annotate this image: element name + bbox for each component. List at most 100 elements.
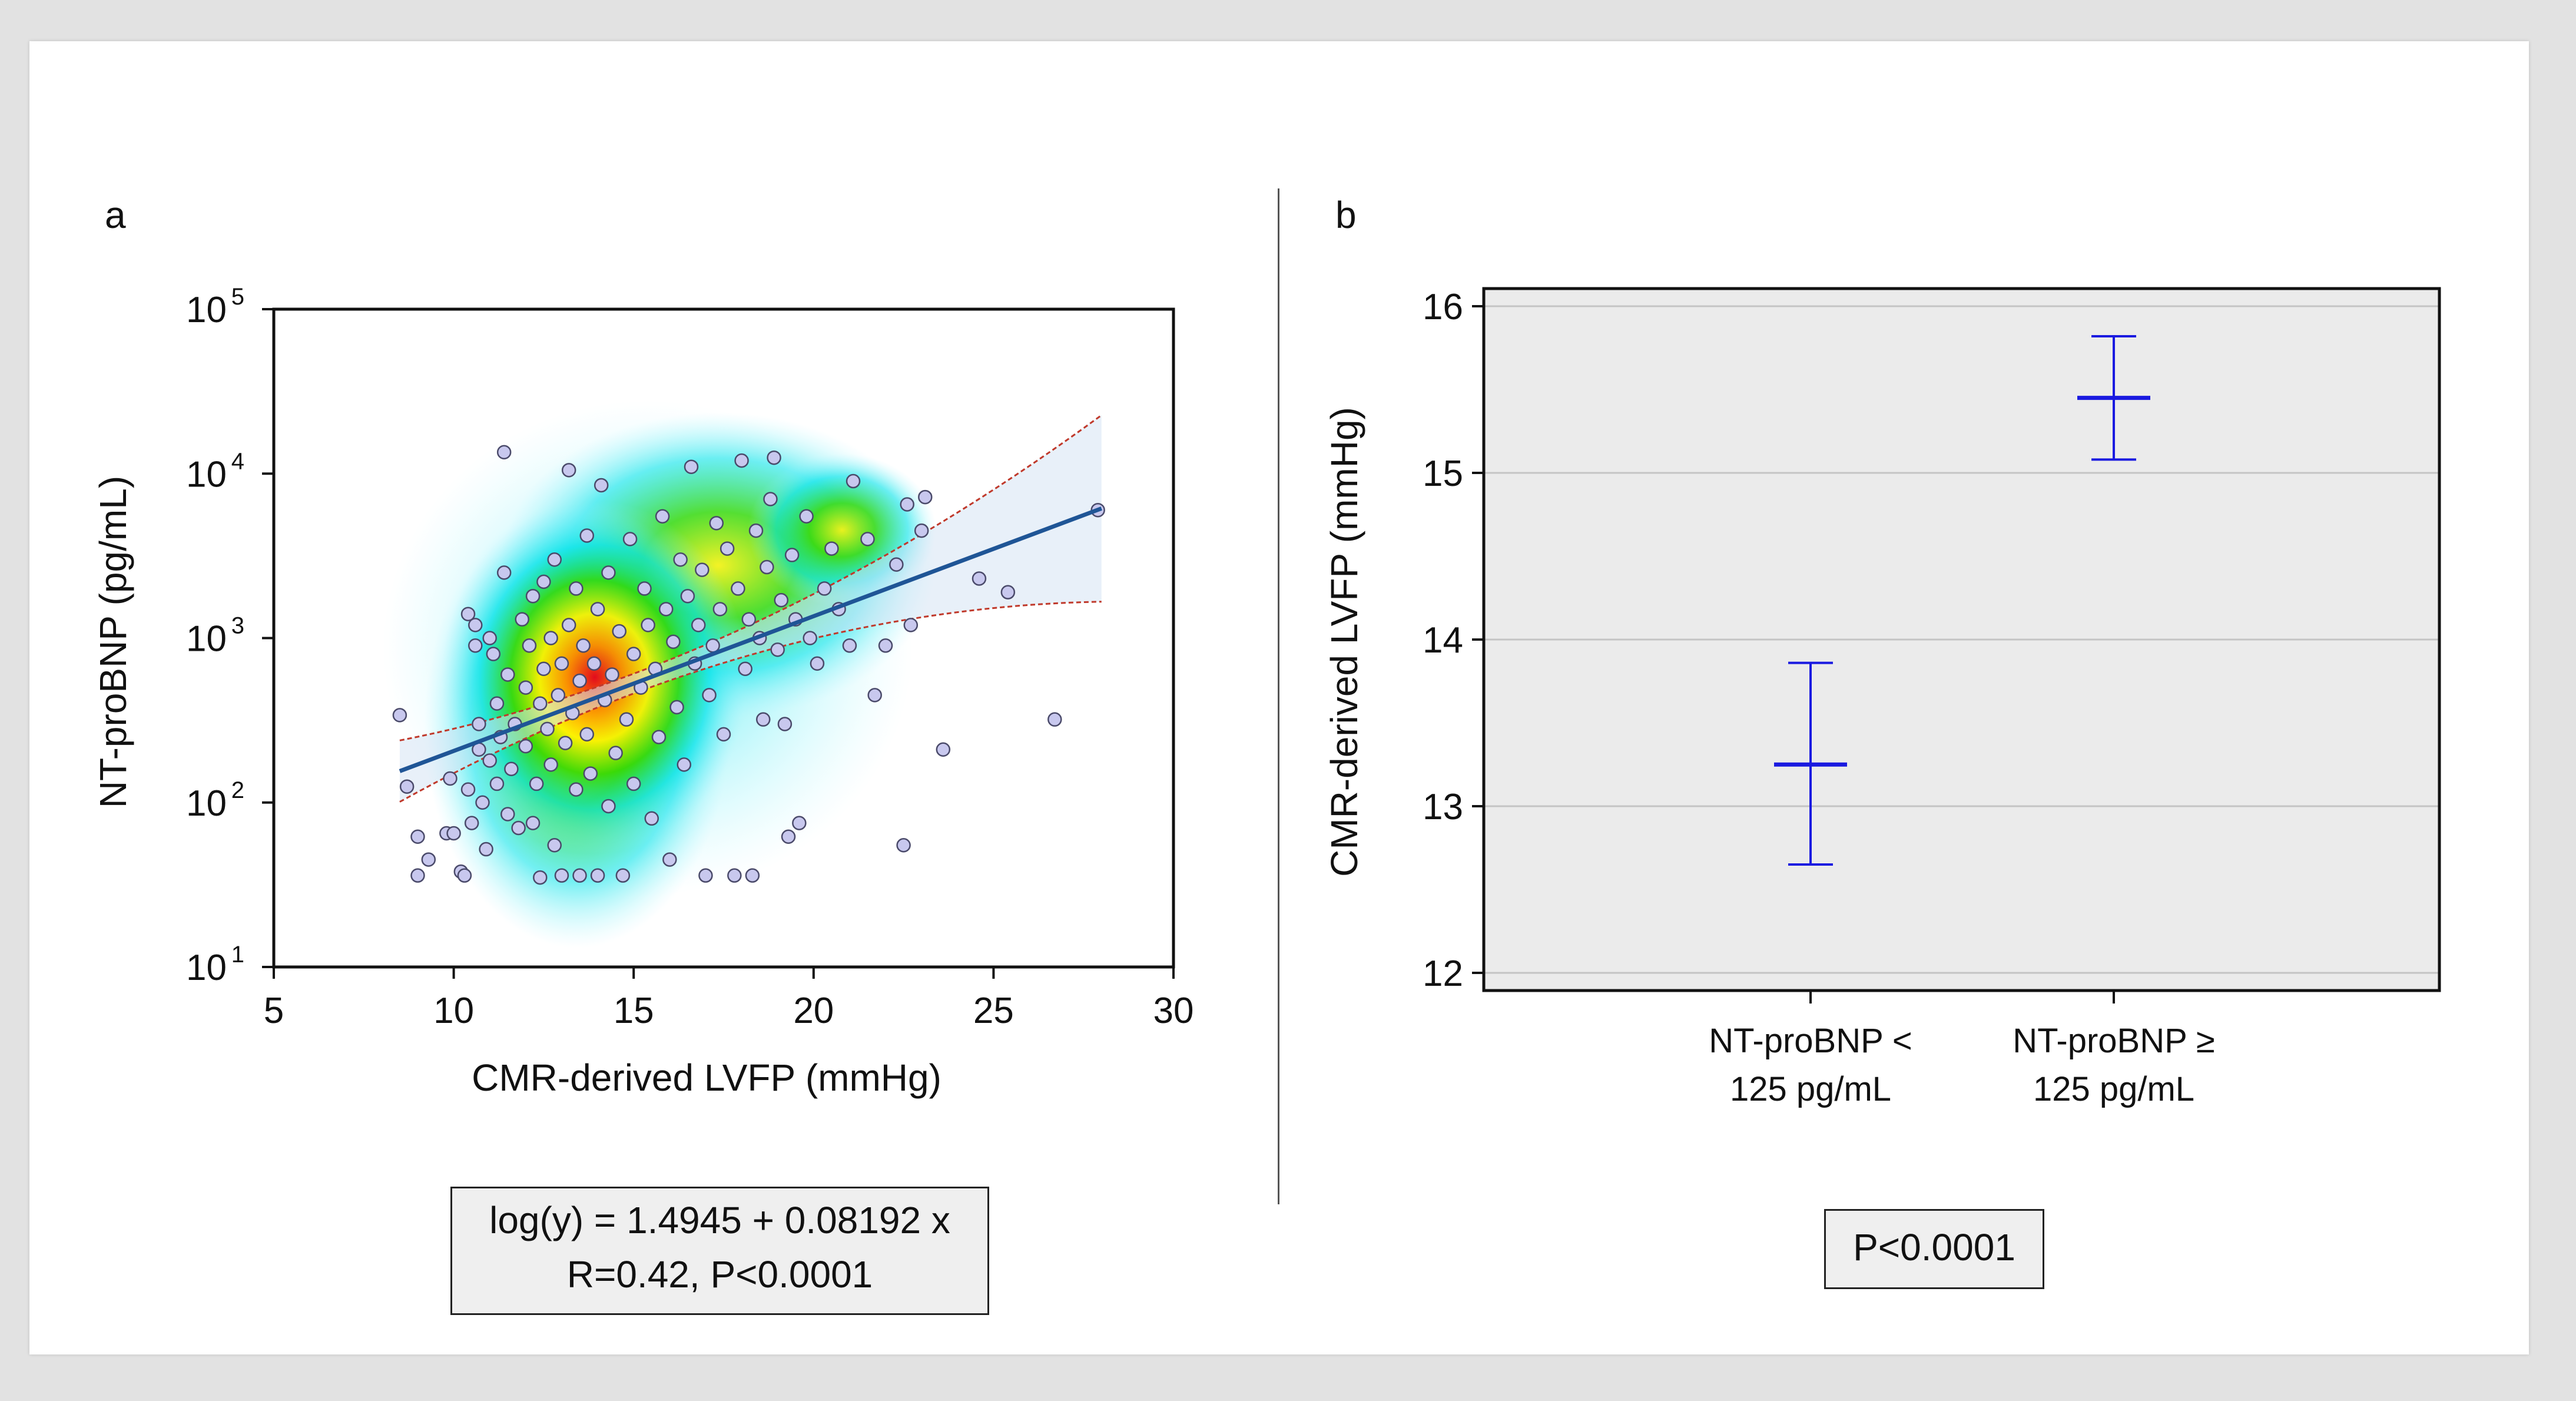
data-point xyxy=(590,602,605,617)
panel-b-label: b xyxy=(1335,194,1357,236)
data-point xyxy=(1000,585,1016,600)
data-point xyxy=(777,717,793,731)
data-point xyxy=(554,656,569,671)
data-point xyxy=(763,492,778,506)
data-point xyxy=(518,738,533,754)
data-point xyxy=(889,557,904,572)
y-axis-label-b: CMR-derived LVFP (mmHg) xyxy=(1323,407,1365,877)
data-point xyxy=(936,742,951,757)
data-point xyxy=(525,816,541,830)
data-point xyxy=(626,776,641,791)
regression-equation: log(y) = 1.4945 + 0.08192 x xyxy=(489,1199,950,1241)
data-point xyxy=(712,602,728,617)
y-tick-label: 12 xyxy=(1423,953,1463,994)
data-point xyxy=(468,638,483,653)
data-point xyxy=(658,602,674,617)
data-point xyxy=(972,571,987,586)
data-point xyxy=(662,852,677,867)
data-point xyxy=(504,761,519,776)
data-point xyxy=(608,746,623,760)
data-point xyxy=(468,618,483,632)
data-point xyxy=(900,497,914,512)
data-point xyxy=(457,868,472,883)
data-point xyxy=(558,736,573,750)
y-tick-label: 16 xyxy=(1423,287,1463,327)
data-point xyxy=(666,634,681,649)
x-axis-label: CMR-derived LVFP (mmHg) xyxy=(472,1056,941,1099)
x-tick-label: 5 xyxy=(264,991,284,1031)
data-point xyxy=(579,528,594,543)
x-tick-label: 25 xyxy=(973,991,1014,1031)
data-point xyxy=(561,463,576,478)
data-point xyxy=(518,680,533,695)
regression-line xyxy=(399,506,1102,773)
data-point xyxy=(464,816,479,830)
data-point xyxy=(767,450,781,465)
data-point xyxy=(392,708,407,723)
data-point xyxy=(774,592,789,608)
data-point xyxy=(460,782,476,797)
y-tick-label: 15 xyxy=(1423,453,1463,494)
data-point xyxy=(655,509,670,524)
data-point xyxy=(784,548,800,562)
data-point xyxy=(878,638,893,653)
data-point xyxy=(525,588,541,604)
y-axis-label: NT-proBNP (pg/mL) xyxy=(92,476,134,808)
data-point xyxy=(637,581,652,596)
data-point xyxy=(867,688,882,703)
y-tick-label: 10 xyxy=(186,783,227,824)
data-point xyxy=(846,473,861,489)
data-point xyxy=(677,757,692,772)
data-point xyxy=(695,562,710,577)
data-point xyxy=(896,838,911,853)
panel-a-label: a xyxy=(105,194,126,236)
data-point xyxy=(748,523,764,538)
data-point xyxy=(489,696,505,711)
data-point xyxy=(601,799,616,814)
data-point xyxy=(496,565,512,580)
data-point xyxy=(472,717,486,731)
panel-divider xyxy=(1278,188,1279,1204)
data-point xyxy=(410,829,425,844)
data-point xyxy=(410,868,425,883)
data-point xyxy=(799,509,814,524)
data-point xyxy=(734,453,749,468)
data-point xyxy=(651,730,667,744)
data-point xyxy=(626,647,641,661)
data-point xyxy=(601,565,616,580)
regression-box: log(y) = 1.4945 + 0.08192 x R=0.42, P<0.… xyxy=(450,1187,989,1315)
data-point xyxy=(641,618,655,632)
data-point xyxy=(755,712,771,727)
y-tick-exponent: 4 xyxy=(231,448,244,474)
data-point xyxy=(684,459,699,474)
data-point xyxy=(399,779,415,794)
data-point xyxy=(579,727,594,742)
data-point xyxy=(669,700,684,715)
data-point xyxy=(644,811,659,826)
data-point xyxy=(727,868,742,883)
data-point xyxy=(612,624,627,639)
data-point xyxy=(760,559,774,575)
data-point xyxy=(446,826,461,841)
data-point xyxy=(702,688,717,703)
data-point xyxy=(522,638,537,653)
category-label: NT-proBNP < xyxy=(1709,1022,1912,1060)
data-point xyxy=(619,712,634,727)
data-point xyxy=(543,631,558,645)
data-point xyxy=(561,618,576,632)
y-tick-label: 10 xyxy=(186,619,227,660)
data-point xyxy=(536,661,551,676)
category-label: 125 pg/mL xyxy=(2033,1070,2194,1108)
data-point xyxy=(1047,712,1062,727)
data-point xyxy=(489,776,505,791)
data-point xyxy=(792,816,807,830)
y-tick-label: 14 xyxy=(1423,620,1463,661)
p-value-box: P<0.0001 xyxy=(1824,1209,2044,1289)
data-point xyxy=(731,581,745,596)
data-point xyxy=(543,757,558,772)
data-point xyxy=(770,642,785,657)
data-point xyxy=(515,612,529,627)
data-point xyxy=(569,782,584,797)
data-point xyxy=(482,753,497,768)
